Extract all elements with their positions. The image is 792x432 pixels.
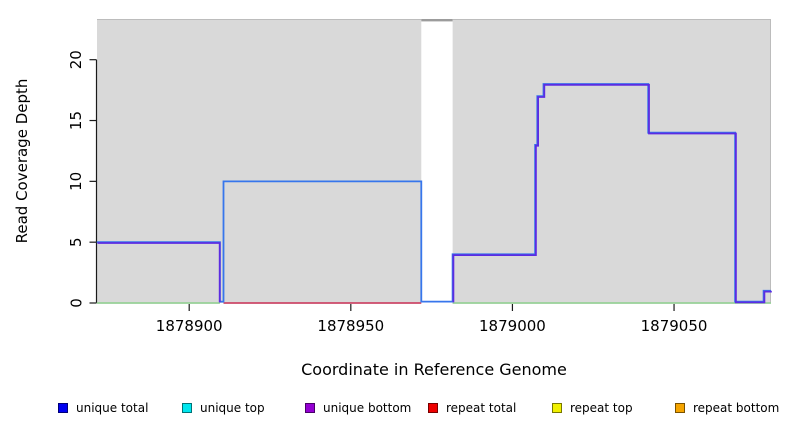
legend-item-repeat-bottom: repeat bottom bbox=[675, 398, 779, 418]
legend-label: repeat bottom bbox=[693, 401, 780, 415]
band-top-cap bbox=[421, 19, 453, 22]
series-unique-bottom-line bbox=[97, 242, 221, 303]
legend-swatch-icon bbox=[552, 403, 562, 413]
legend-swatch-icon bbox=[428, 403, 438, 413]
legend-label: unique bottom bbox=[323, 401, 412, 415]
legend-item-unique-top: unique top bbox=[182, 398, 265, 418]
legend-swatch-icon bbox=[182, 403, 192, 413]
legend-label: repeat total bbox=[446, 401, 517, 415]
legend: unique total unique top unique bottom repea… bbox=[0, 398, 792, 420]
x-tick-label: 1879050 bbox=[641, 317, 708, 335]
highlight-band bbox=[421, 19, 453, 303]
legend-label: repeat top bbox=[570, 401, 633, 415]
legend-swatch-icon bbox=[305, 403, 315, 413]
y-tick-label: 5 bbox=[67, 237, 85, 247]
y-tick-label: 15 bbox=[67, 111, 85, 130]
series-unique-bottom-line bbox=[452, 83, 772, 304]
y-tick-label: 20 bbox=[67, 50, 85, 69]
x-tick-label: 1879000 bbox=[479, 317, 546, 335]
y-axis-title: Read Coverage Depth bbox=[13, 79, 31, 244]
coverage-plot: 0 5 10 15 20 1878900 1878950 1879000 1879050 Coo… bbox=[13, 19, 772, 379]
legend-item-repeat-top: repeat top bbox=[552, 398, 633, 418]
legend-swatch-icon bbox=[675, 403, 685, 413]
x-tick-label: 1878900 bbox=[156, 317, 223, 335]
x-tick-label: 1878950 bbox=[317, 317, 384, 335]
x-axis-title: Coordinate in Reference Genome bbox=[301, 360, 567, 379]
legend-label: unique total bbox=[76, 401, 149, 415]
legend-item-unique-bottom: unique bottom bbox=[305, 398, 411, 418]
legend-item-repeat-total: repeat total bbox=[428, 398, 516, 418]
y-tick-label: 0 bbox=[67, 298, 85, 308]
y-tick-label: 10 bbox=[67, 172, 85, 191]
legend-swatch-icon bbox=[58, 403, 68, 413]
legend-item-unique-total: unique total bbox=[58, 398, 148, 418]
legend-label: unique top bbox=[200, 401, 265, 415]
